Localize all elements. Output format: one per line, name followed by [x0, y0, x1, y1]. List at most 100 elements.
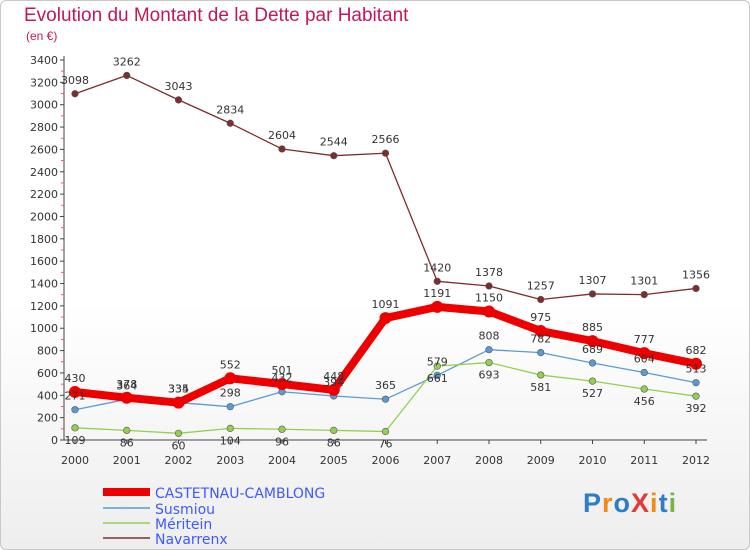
- data-point: [690, 357, 702, 370]
- data-point: [330, 152, 338, 160]
- data-label: 604: [634, 352, 655, 365]
- data-label: 975: [530, 311, 551, 324]
- data-point: [172, 396, 185, 409]
- logo-letter: r: [602, 488, 614, 518]
- y-tick-label: 3200: [30, 76, 58, 89]
- data-label: 109: [65, 434, 86, 447]
- data-label: 2544: [320, 136, 348, 149]
- data-label: 3262: [113, 55, 141, 68]
- data-label: 104: [220, 434, 241, 447]
- data-point: [692, 379, 700, 387]
- data-point: [381, 149, 390, 157]
- data-point: [69, 385, 81, 398]
- data-label: 448: [323, 370, 344, 383]
- y-tick-label: 2800: [30, 121, 58, 134]
- legend-label: CASTETNAU-CAMBLONG: [155, 486, 325, 502]
- data-point: [433, 362, 441, 370]
- data-label: 661: [427, 372, 448, 385]
- data-point: [224, 372, 237, 385]
- logo-letter: X: [631, 488, 651, 518]
- data-label: 513: [686, 363, 707, 376]
- data-point: [588, 377, 597, 385]
- data-point: [537, 349, 545, 357]
- data-point: [588, 290, 597, 298]
- data-point: [588, 359, 597, 367]
- x-tick-label: 2010: [579, 454, 607, 467]
- data-point: [485, 346, 493, 354]
- data-label: 335: [168, 383, 189, 396]
- data-point: [586, 335, 599, 348]
- data-point: [433, 277, 441, 285]
- data-label: 86: [327, 436, 341, 449]
- data-point: [276, 378, 288, 391]
- y-tick-label: 1000: [30, 322, 58, 335]
- x-tick-label: 2005: [320, 454, 348, 467]
- y-tick-label: 3400: [30, 54, 58, 67]
- data-label: 60: [172, 439, 186, 452]
- data-label: 2604: [268, 129, 296, 142]
- y-tick-label: 400: [37, 389, 58, 402]
- data-label: 693: [479, 369, 500, 382]
- y-tick-label: 200: [37, 412, 58, 425]
- data-label: 76: [379, 438, 393, 451]
- data-point: [640, 290, 648, 299]
- data-point: [226, 119, 234, 127]
- y-tick-label: 600: [37, 367, 58, 380]
- data-label: 2834: [216, 103, 244, 116]
- data-point: [638, 347, 651, 360]
- data-point: [226, 403, 234, 411]
- data-label: 365: [375, 379, 396, 392]
- data-point: [640, 368, 648, 377]
- data-point: [174, 429, 183, 437]
- logo-letter: o: [613, 488, 632, 518]
- y-tick-label: 1200: [30, 300, 58, 313]
- data-label: 2566: [372, 133, 400, 146]
- data-point: [534, 325, 547, 338]
- data-label: 271: [65, 390, 86, 403]
- data-label: 782: [530, 333, 551, 346]
- data-label: 3043: [165, 80, 193, 93]
- y-tick-label: 3000: [30, 99, 58, 112]
- data-label: 777: [634, 333, 655, 346]
- data-label: 1378: [475, 266, 503, 279]
- legend-label: Navarrenx: [155, 532, 228, 548]
- data-label: 334: [168, 383, 189, 396]
- x-tick-label: 2012: [682, 454, 710, 467]
- data-label: 86: [120, 436, 134, 449]
- x-tick-label: 2009: [527, 454, 555, 467]
- data-point: [123, 426, 131, 434]
- data-label: 552: [220, 358, 241, 371]
- y-tick-label: 2200: [30, 188, 58, 201]
- data-label: 430: [65, 372, 86, 385]
- x-tick-label: 2002: [165, 454, 193, 467]
- data-label: 3098: [61, 74, 89, 87]
- x-tick-label: 2006: [372, 454, 400, 467]
- data-point: [485, 358, 493, 367]
- y-tick-label: 1400: [30, 278, 58, 291]
- data-point: [640, 385, 648, 393]
- legend-label: Méritein: [155, 517, 212, 533]
- data-point: [226, 424, 234, 432]
- data-label: 1150: [475, 291, 503, 304]
- proxiti-logo: ProXiti: [583, 488, 677, 519]
- legend-label: Susmiou: [155, 502, 215, 518]
- data-label: 394: [323, 376, 344, 389]
- data-label: 579: [427, 355, 448, 368]
- data-label: 689: [582, 343, 603, 356]
- logo-letter: t: [658, 488, 669, 518]
- data-label: 456: [634, 395, 655, 408]
- y-tick-label: 1600: [30, 255, 58, 268]
- data-point: [692, 392, 700, 400]
- data-label: 682: [686, 344, 707, 357]
- data-label: 1301: [630, 275, 658, 288]
- y-tick-label: 0: [51, 434, 58, 447]
- data-point: [483, 305, 495, 318]
- x-tick-label: 2008: [475, 454, 503, 467]
- data-label: 1091: [372, 298, 400, 311]
- data-point: [278, 425, 286, 433]
- data-point: [120, 391, 133, 404]
- y-tick-label: 800: [37, 345, 58, 358]
- data-point: [692, 284, 700, 293]
